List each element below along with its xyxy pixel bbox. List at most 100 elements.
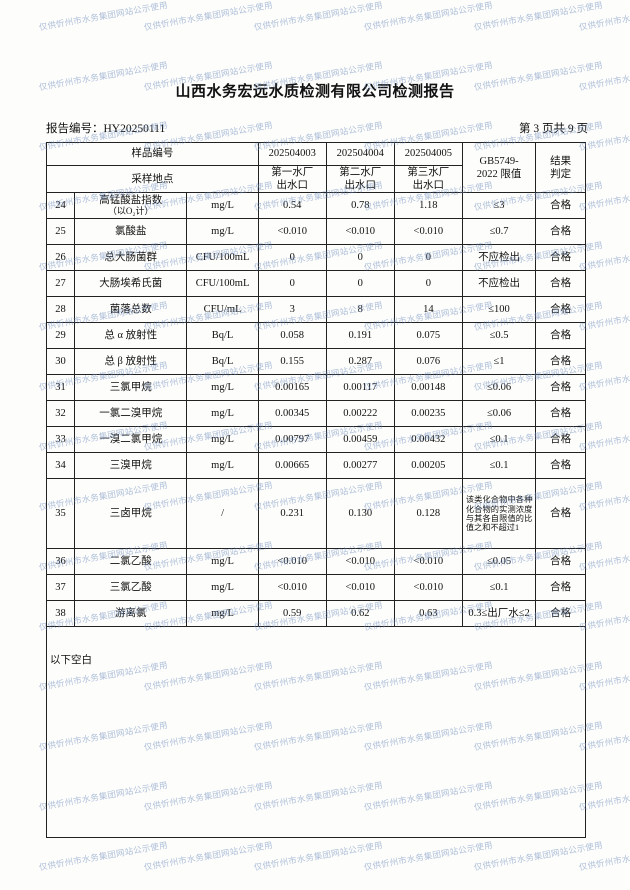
row-unit: Bq/L: [186, 322, 259, 350]
row-unit: mg/L: [186, 426, 259, 454]
row-limit: ≤0.1: [461, 452, 537, 480]
row-value-sample-1: 0.00797: [257, 426, 327, 454]
row-value-sample-3: 0.63: [393, 600, 463, 628]
row-judgement: 合格: [535, 478, 586, 550]
results-table: 样品编号 202504003 202504004 202504005 GB5749- 20…: [45, 141, 586, 839]
row-limit: 不应检出: [461, 244, 537, 272]
row-value-sample-2: 0.00277: [325, 452, 395, 480]
row-value-sample-1: 3: [257, 296, 327, 324]
table-row: 24 高锰酸盐指数 （以O₂计） mg/L 0.54 0.78 1.18 ≤3 合格: [45, 192, 586, 220]
row-unit: mg/L: [186, 548, 259, 576]
row-unit: mg/L: [186, 400, 259, 428]
watermark-text: 仅供忻州市水务集团网站公示使用: [143, 0, 274, 33]
row-value-sample-2: 0.62: [325, 600, 395, 628]
watermark-text: 仅供忻州市水务集团网站公示使用: [38, 0, 169, 33]
row-parameter-name: 总 α 放射性: [74, 322, 188, 350]
table-row: 25 氯酸盐 mg/L <0.010 <0.010 <0.010 ≤0.7 合格: [45, 218, 586, 246]
row-value-sample-2: 0.287: [325, 348, 395, 376]
table-row: 27 大肠埃希氏菌 CFU/100mL 0 0 0 不应检出 合格: [45, 270, 586, 298]
row-value-sample-1: 0.59: [257, 600, 327, 628]
row-value-sample-2: 0.78: [325, 192, 395, 220]
row-judgement: 合格: [535, 218, 586, 246]
row-index: 37: [45, 574, 76, 602]
row-limit: 该类化合物中各种化合物的实测浓度与其各自限值的比值之和不超过1: [461, 478, 537, 550]
row-unit: Bq/L: [186, 348, 259, 376]
row-value-sample-2: 0.00459: [325, 426, 395, 454]
row-unit: /: [186, 478, 259, 550]
row-limit: ≤0.1: [461, 426, 537, 454]
header-result: 结果 判定: [535, 141, 586, 194]
row-parameter-name: 总大肠菌群: [74, 244, 188, 272]
row-value-sample-3: 0.00432: [393, 426, 463, 454]
watermark-text: 仅供忻州市水务集团网站公示使用: [578, 839, 630, 873]
table-row: 35 三卤甲烷/0.231 0.130 0.128 该类化合物中各种化合物的实测浓度与其…: [45, 478, 586, 550]
watermark-text: 仅供忻州市水务集团网站公示使用: [363, 0, 494, 33]
header-sample-point-2: 第二水厂 出水口: [325, 164, 395, 194]
watermark-text: 仅供忻州市水务集团网站公示使用: [38, 839, 169, 873]
report-number: 报告编号：HY20250111: [46, 123, 166, 135]
table-row: 32 一氯二溴甲烷 mg/L 0.00345 0.00222 0.00235 ≤0.06 合格: [45, 400, 586, 428]
table-row: 33 一溴二氯甲烷 mg/L 0.00797 0.00459 0.00432 ≤0.1 合格: [45, 426, 586, 454]
table-row: 29 总 α 放射性 Bq/L 0.058 0.191 0.075 ≤0.5 合格: [45, 322, 586, 350]
row-judgement: 合格: [535, 452, 586, 480]
row-value-sample-3: <0.010: [393, 218, 463, 246]
row-value-sample-3: 0.076: [393, 348, 463, 376]
row-value-sample-3: <0.010: [393, 574, 463, 602]
table-blank-row: [46, 626, 586, 839]
row-value-sample-1: 0.00165: [257, 374, 327, 402]
row-limit: ≤0.06: [461, 400, 537, 428]
row-parameter-name: 三卤甲烷: [74, 478, 188, 550]
row-value-sample-2: 0.00117: [325, 374, 395, 402]
row-judgement: 合格: [535, 296, 586, 324]
row-parameter-name: 总 β 放射性: [74, 348, 188, 376]
row-judgement: 合格: [535, 574, 586, 602]
row-limit: ≤0.05: [461, 548, 537, 576]
blank-note: 以下空白: [50, 655, 92, 666]
row-judgement: 合格: [535, 322, 586, 350]
table-row: 28 菌落总数 CFU/mL 3 8 14 ≤100 合格: [45, 296, 586, 324]
header-sample-1: 202504003: [257, 142, 327, 166]
row-limit: ≤100: [461, 296, 537, 324]
row-judgement: 合格: [535, 548, 586, 576]
row-judgement: 合格: [535, 400, 586, 428]
row-parameter-name: 大肠埃希氏菌: [74, 270, 188, 298]
table-row: 34 三溴甲烷 mg/L 0.00665 0.00277 0.00205 ≤0.1 合格: [45, 452, 586, 480]
row-limit: ≤1: [461, 348, 537, 376]
row-parameter-name: 菌落总数: [74, 296, 188, 324]
row-unit: CFU/mL: [186, 296, 259, 324]
row-value-sample-3: 0.128: [393, 478, 463, 550]
row-value-sample-1: <0.010: [257, 218, 327, 246]
row-value-sample-2: 0.00222: [325, 400, 395, 428]
row-value-sample-2: 0: [325, 244, 395, 272]
row-unit: mg/L: [186, 574, 259, 602]
row-value-sample-1: 0.00665: [257, 452, 327, 480]
row-parameter-name: 二氯乙酸: [74, 548, 188, 576]
header-sampling-point: 采样地点: [46, 164, 259, 194]
row-value-sample-3: 1.18: [393, 192, 463, 220]
row-index: 25: [45, 218, 76, 246]
row-unit: mg/L: [186, 218, 259, 246]
row-index: 36: [45, 548, 76, 576]
row-unit: mg/L: [186, 452, 259, 480]
row-parameter-name: 三氯乙酸: [74, 574, 188, 602]
row-index: 31: [45, 374, 76, 402]
row-value-sample-2: 0: [325, 270, 395, 298]
watermark-text: 仅供忻州市水务集团网站公示使用: [363, 839, 494, 873]
table-row: 36 二氯乙酸 mg/L <0.010 <0.010 <0.010 ≤0.05 合格: [45, 548, 586, 576]
row-index: 28: [45, 296, 76, 324]
table-row: 37 三氯乙酸 mg/L <0.010 <0.010 <0.010 ≤0.1 合格: [45, 574, 586, 602]
row-index: 33: [45, 426, 76, 454]
row-index: 30: [45, 348, 76, 376]
watermark-text: 仅供忻州市水务集团网站公示使用: [473, 0, 604, 33]
row-judgement: 合格: [535, 270, 586, 298]
row-value-sample-2: 0.130: [325, 478, 395, 550]
page-title: 山西水务宏远水质检测有限公司检测报告: [175, 84, 455, 100]
row-value-sample-1: 0.058: [257, 322, 327, 350]
row-judgement: 合格: [535, 192, 586, 220]
row-value-sample-2: <0.010: [325, 548, 395, 576]
row-unit: CFU/100mL: [186, 270, 259, 298]
row-value-sample-1: 0: [257, 244, 327, 272]
blank-area: [46, 626, 586, 839]
row-value-sample-3: 0.00148: [393, 374, 463, 402]
